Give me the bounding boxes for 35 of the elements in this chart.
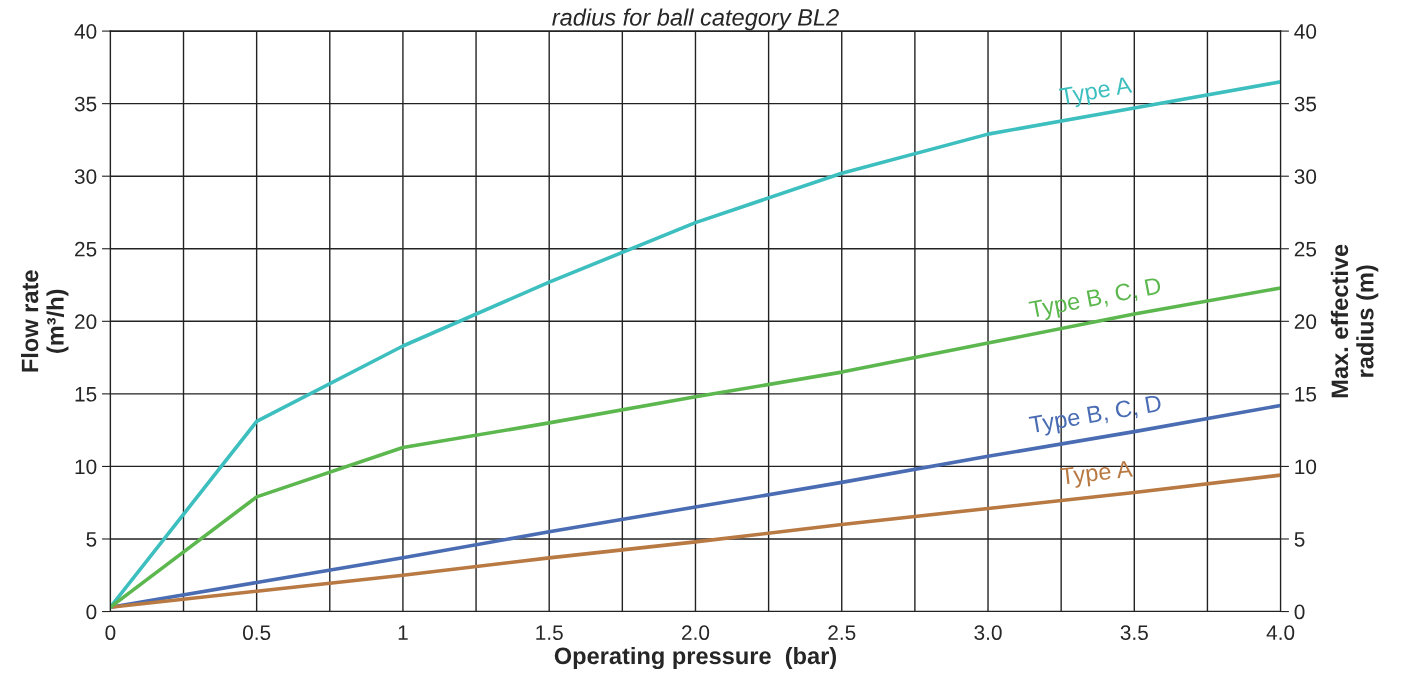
text: Type B, C, D [1028,394,1163,438]
y-tick-label: 15 [75,387,97,402]
x-axis-title: Operating pressure (bar) [554,646,837,670]
x-tick-label: 3.0 [974,625,1002,641]
text: Type B, C, D [1028,276,1163,323]
y2-axis-title: Max. effective radius (m) [1330,244,1379,398]
x-tick-label: 3.5 [1120,625,1148,641]
y-tick-label: 35 [74,96,97,112]
x-tick-label: 1 [398,625,408,640]
y2-tick-label: 25 [1294,241,1317,257]
y2-tick-label: 0 [1294,604,1305,620]
x-tick-label: 4.0 [1266,625,1295,641]
y-tick-label: 5 [86,532,97,547]
y2-tick-label: 20 [1294,314,1317,330]
x-tick-label: 1.5 [536,625,563,641]
y-axis-title: Flow rate (m³/h) [21,270,69,372]
y2-tick-label: 35 [1294,96,1317,112]
x-tick-label: 2.0 [682,625,710,641]
chart-title: radius for ball category BL2 [552,8,839,31]
x-tick-label: 2.5 [828,625,856,641]
y-tick-label: 25 [75,241,97,257]
y-tick-label: 0 [86,604,97,620]
y2-tick-label: 15 [1295,387,1317,402]
text: Type A [1060,460,1134,490]
y-tick-label: 30 [74,169,97,184]
y2-tick-label: 30 [1294,169,1317,184]
text: Type A [1059,76,1134,110]
y2-tick-label: 40 [1294,24,1317,39]
x-tick-label: 0.5 [242,625,271,641]
y2-tick-label: 5 [1294,532,1305,547]
y-tick-label: 40 [74,24,97,39]
x-tick-label: 0 [105,625,116,641]
y-tick-label: 20 [75,314,97,330]
y-tick-label: 10 [75,459,97,475]
y2-tick-label: 10 [1295,459,1317,475]
